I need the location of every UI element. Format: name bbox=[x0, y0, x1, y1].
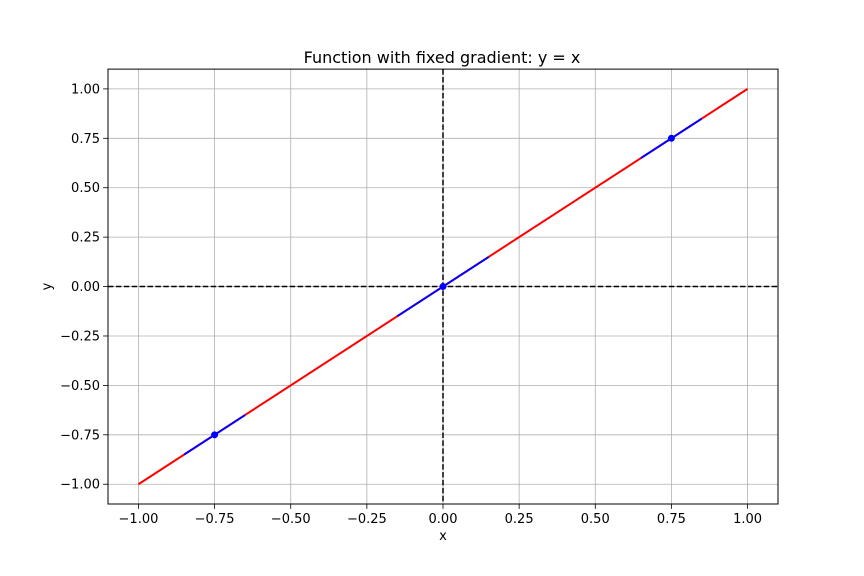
points-layer bbox=[211, 134, 675, 439]
x-tick-label: 1.00 bbox=[733, 512, 762, 527]
x-tick-label: −0.50 bbox=[271, 512, 311, 527]
y-tick-label: −0.50 bbox=[60, 379, 100, 394]
y-tick-label: 0.50 bbox=[71, 181, 100, 196]
x-axis-ticks: −1.00 −0.75 −0.50 −0.25 0.00 0.25 0.50 0.75 1.00 bbox=[119, 504, 762, 527]
x-tick-label: 0.50 bbox=[581, 512, 610, 527]
y-tick-label: −1.00 bbox=[60, 478, 100, 493]
y-tick-label: −0.75 bbox=[60, 428, 100, 443]
y-tick-label: 1.00 bbox=[71, 82, 100, 97]
x-tick-label: −1.00 bbox=[119, 512, 159, 527]
data-point bbox=[439, 283, 447, 291]
data-point bbox=[667, 134, 675, 142]
chart-title: Function with fixed gradient: y = x bbox=[304, 48, 581, 67]
y-tick-label: 0.25 bbox=[71, 231, 100, 246]
x-tick-label: 0.25 bbox=[505, 512, 534, 527]
x-axis-label: x bbox=[439, 529, 447, 544]
y-tick-label: 0.00 bbox=[71, 280, 100, 295]
y-axis-ticks: 1.00 0.75 0.50 0.25 0.00 −0.25 −0.50 −0.75 −1.00 bbox=[60, 82, 108, 493]
y-tick-label: 0.75 bbox=[71, 132, 100, 147]
data-point bbox=[211, 431, 219, 439]
y-tick-label: −0.25 bbox=[60, 329, 100, 344]
x-tick-label: −0.75 bbox=[195, 512, 235, 527]
x-tick-label: 0.00 bbox=[429, 512, 458, 527]
y-axis-label: y bbox=[40, 282, 55, 290]
x-tick-label: 0.75 bbox=[657, 512, 686, 527]
x-tick-label: −0.25 bbox=[347, 512, 387, 527]
